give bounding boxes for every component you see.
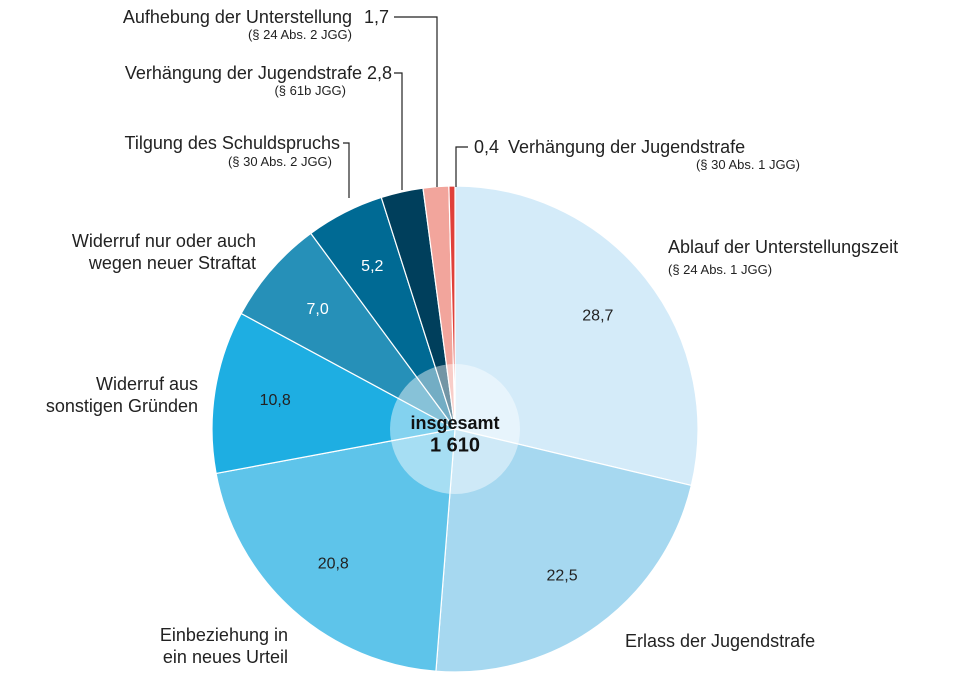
category-note: (§ 24 Abs. 2 JGG) bbox=[247, 27, 352, 42]
category-label: Verhängung der Jugendstrafe bbox=[508, 137, 746, 157]
value-label: 7,0 bbox=[306, 301, 328, 318]
value-label: 5,2 bbox=[361, 258, 383, 275]
center-circle bbox=[390, 364, 520, 494]
value-label: 22,5 bbox=[546, 567, 577, 584]
category-note: (§ 30 Abs. 2 JGG) bbox=[227, 154, 332, 169]
category-note: (§ 30 Abs. 1 JGG) bbox=[695, 157, 800, 172]
category-label: Widerruf aus sonstigen Gründen bbox=[45, 374, 198, 416]
pie-slice bbox=[215, 428, 456, 672]
value-label: 28,7 bbox=[582, 307, 613, 324]
category-label: Erlass der Jugendstrafe bbox=[625, 631, 816, 651]
value-label: 10,8 bbox=[260, 392, 291, 409]
center-title: insgesamt bbox=[410, 413, 499, 433]
pie-slice bbox=[435, 428, 693, 673]
center-value: 1 610 bbox=[430, 434, 480, 456]
value-label: 2,8 bbox=[367, 63, 393, 83]
category-note: (§ 61b JGG) bbox=[274, 83, 346, 98]
leader-line bbox=[343, 142, 350, 198]
category-label: Widerruf nur oder auch wegen neuer Straf… bbox=[71, 231, 256, 273]
category-label: Verhängung der Jugendstrafe bbox=[124, 63, 362, 83]
pie-slice bbox=[211, 312, 457, 475]
category-label: Aufhebung der Unterstellung bbox=[122, 7, 352, 27]
value-label: 20,8 bbox=[318, 556, 349, 573]
category-label: Ablauf der Unterstellungszeit bbox=[668, 237, 899, 257]
category-label: Tilgung des Schuldspruchs bbox=[124, 133, 340, 153]
pie-slice bbox=[448, 185, 456, 430]
category-label: Einbeziehung in ein neues Urteil bbox=[159, 625, 288, 667]
leader-line bbox=[394, 16, 438, 187]
pie-slice bbox=[240, 232, 456, 430]
category-note: (§ 24 Abs. 1 JGG) bbox=[668, 262, 773, 277]
leader-line bbox=[394, 72, 403, 190]
value-label: 0,4 bbox=[474, 137, 500, 157]
value-label: 1,7 bbox=[364, 7, 390, 27]
leader-line bbox=[455, 146, 468, 187]
pie-slice bbox=[454, 185, 699, 487]
